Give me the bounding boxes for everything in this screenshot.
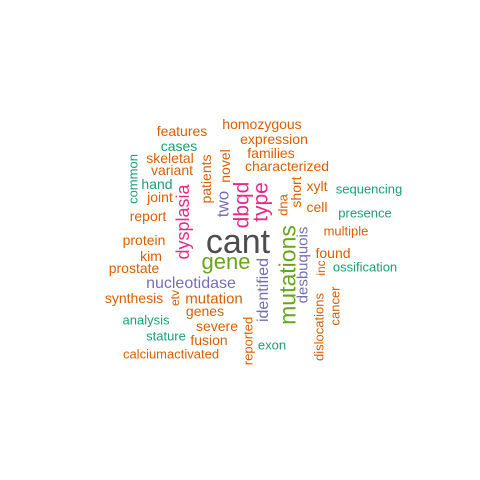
word-dislocations: dislocations — [311, 293, 327, 361]
word-dna: dna — [275, 194, 291, 216]
word-dysplasia: dysplasia — [173, 184, 193, 260]
word-severe: severe — [195, 318, 239, 334]
word-skeletal: skeletal — [146, 150, 194, 166]
word-mutation: mutation — [185, 290, 243, 308]
word-common: common — [125, 154, 141, 204]
word-identified: identified — [255, 257, 272, 323]
word-protein: protein — [122, 232, 166, 248]
word-expression: expression — [240, 131, 308, 147]
word-cases: cases — [160, 138, 198, 154]
word-xylt: xylt — [306, 178, 328, 194]
word-inc: inc — [314, 260, 328, 276]
word-families: families — [247, 145, 295, 161]
word-gene: gene — [201, 249, 251, 274]
word-two: two — [213, 190, 233, 218]
word-synthesis: synthesis — [104, 290, 164, 306]
word-desbuquois: desbuquois — [294, 226, 312, 304]
word-etv: etv — [168, 289, 182, 307]
word-hand: hand — [141, 176, 173, 192]
word-kim: kim — [140, 248, 162, 264]
word-type: type — [249, 182, 273, 222]
word-reported: reported — [240, 316, 256, 366]
word-prostate: prostate — [108, 260, 160, 276]
word-variant: variant — [150, 162, 194, 178]
word-analysis: analysis — [122, 312, 170, 328]
word-features: features — [156, 123, 208, 139]
word-exon: exon — [257, 337, 287, 353]
word-multiple: multiple — [323, 223, 369, 239]
word-stature: stature — [146, 328, 186, 344]
word-sequencing: sequencing — [335, 181, 403, 197]
word-cancer: cancer — [327, 286, 343, 326]
word-homozygous: homozygous — [222, 116, 302, 132]
word-cant: cant — [205, 223, 271, 261]
word-characterized: characterized — [244, 158, 330, 174]
word-cell: cell — [306, 199, 328, 215]
word-fusion: fusion — [190, 332, 228, 348]
word-patients: patients — [198, 154, 214, 204]
word-presence: presence — [338, 205, 392, 221]
word-calciumactivated: calciumactivated — [122, 346, 220, 362]
word-nucleotidase: nucleotidase — [146, 275, 236, 292]
word-genes: genes — [185, 303, 225, 319]
word-joint: joint — [147, 189, 173, 205]
word-ossification: ossification — [332, 259, 398, 275]
word-report: report — [129, 208, 167, 224]
word-short: short — [288, 176, 304, 208]
word-found: found — [315, 245, 351, 261]
word-novel: novel — [217, 149, 233, 183]
